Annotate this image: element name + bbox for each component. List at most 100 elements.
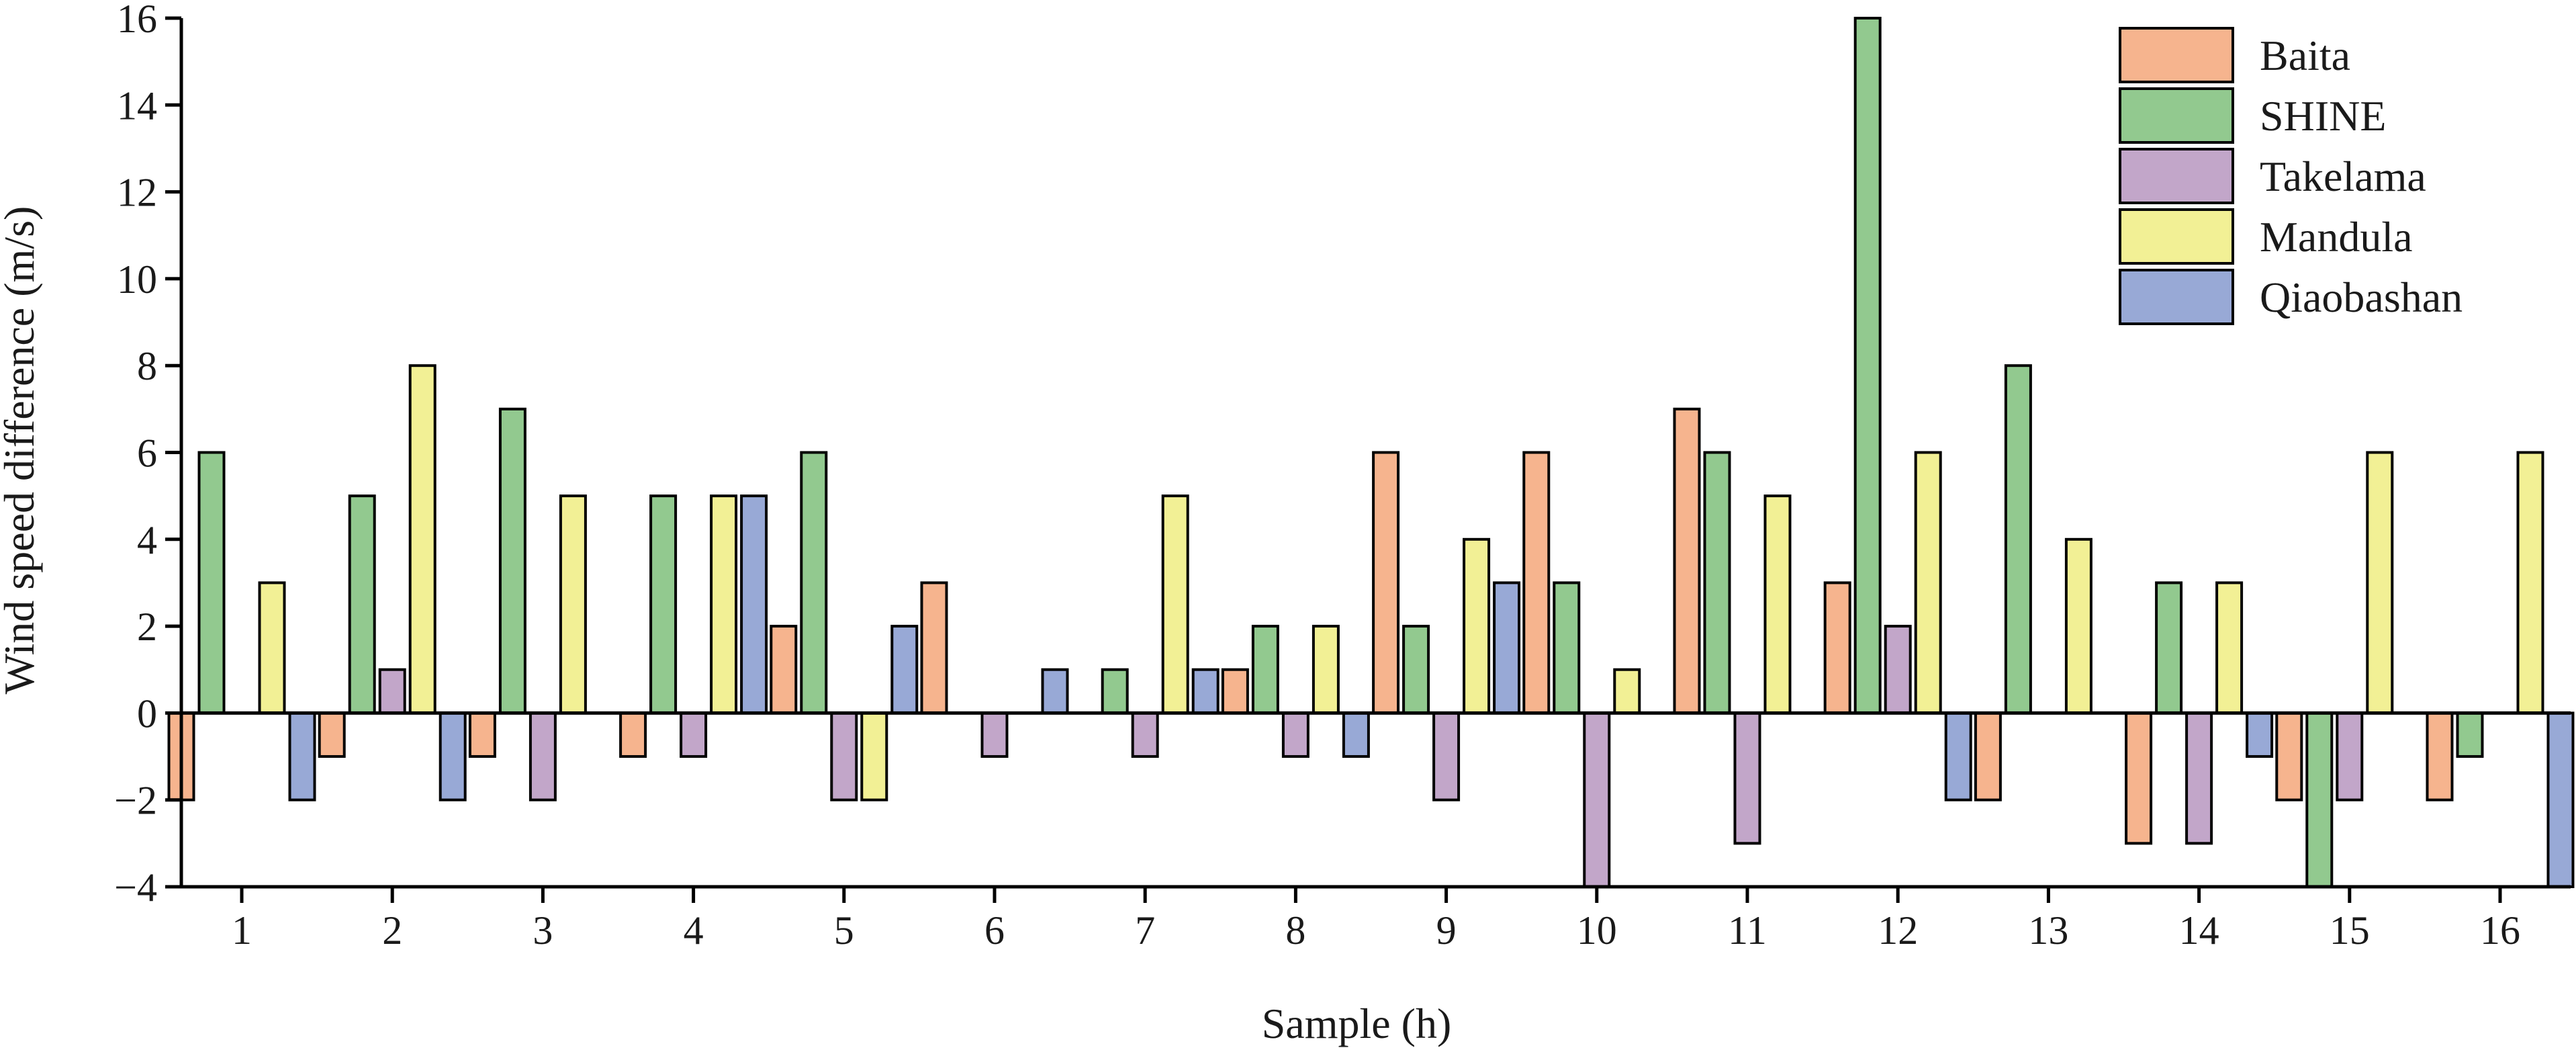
x-tick-label: 11 <box>1728 908 1767 953</box>
bar-shine-14 <box>2155 581 2183 715</box>
bar-takelama-15 <box>2336 711 2364 801</box>
bar-mandula-13 <box>2064 537 2092 715</box>
bar-shine-4 <box>649 494 678 715</box>
y-tick-label: 8 <box>137 344 157 388</box>
bar-baita-2 <box>318 711 346 758</box>
x-tick-label: 1 <box>232 908 252 953</box>
bar-qiaobashan-4 <box>740 494 768 715</box>
bar-baita-10 <box>1522 451 1551 715</box>
x-tick-label: 16 <box>2480 908 2520 953</box>
bar-takelama-6 <box>980 711 1009 758</box>
y-tick-label: 2 <box>137 605 157 649</box>
bar-baita-3 <box>468 711 496 758</box>
bar-baita-5 <box>770 625 798 715</box>
bar-shine-13 <box>2004 364 2032 715</box>
bar-qiaobashan-2 <box>439 711 467 801</box>
bar-takelama-10 <box>1583 711 1611 889</box>
x-tick-label: 6 <box>984 908 1005 953</box>
bar-qiaobashan-5 <box>890 625 919 715</box>
bar-qiaobashan-16 <box>2546 711 2575 889</box>
bar-shine-1 <box>197 451 226 715</box>
bar-baita-15 <box>2275 711 2303 801</box>
bar-mandula-5 <box>860 711 888 801</box>
bar-mandula-14 <box>2215 581 2244 715</box>
bar-mandula-10 <box>1613 668 1641 715</box>
legend-label-baita: Baita <box>2260 32 2350 79</box>
bar-takelama-5 <box>830 711 858 801</box>
legend-swatch-takelama <box>2119 148 2234 204</box>
bar-qiaobashan-9 <box>1493 581 1521 715</box>
legend-label-qiaobashan: Qiaobashan <box>2260 273 2463 321</box>
legend-label-shine: SHINE <box>2260 92 2386 140</box>
bar-shine-11 <box>1703 451 1731 715</box>
bar-baita-11 <box>1673 407 1701 715</box>
bar-baita-16 <box>2426 711 2454 801</box>
legend: Baita SHINE Takelama Mandula Qiaobashan <box>2119 27 2463 325</box>
y-tick-label: −4 <box>114 865 157 910</box>
bar-shine-3 <box>498 407 526 715</box>
bar-takelama-11 <box>1733 711 1761 845</box>
y-tick-label: 14 <box>117 83 157 128</box>
bar-takelama-12 <box>1884 625 1912 715</box>
bar-qiaobashan-8 <box>1342 711 1370 758</box>
bar-shine-16 <box>2456 711 2484 758</box>
bar-qiaobashan-6 <box>1041 668 1069 715</box>
legend-label-takelama: Takelama <box>2260 152 2426 200</box>
legend-label-mandula: Mandula <box>2260 213 2413 261</box>
bar-qiaobashan-12 <box>1944 711 1972 801</box>
bar-qiaobashan-7 <box>1191 668 1220 715</box>
bar-baita-12 <box>1823 581 1851 715</box>
legend-swatch-baita <box>2119 27 2234 83</box>
bar-takelama-4 <box>680 711 708 758</box>
bar-qiaobashan-1 <box>288 711 316 801</box>
bar-shine-2 <box>348 494 376 715</box>
x-tick-label: 13 <box>2028 908 2068 953</box>
y-tick-label: 6 <box>137 431 157 476</box>
y-tick-label: 10 <box>117 257 157 302</box>
bar-baita-13 <box>1974 711 2002 801</box>
bar-takelama-2 <box>378 668 406 715</box>
bar-mandula-7 <box>1161 494 1189 715</box>
bar-shine-10 <box>1553 581 1581 715</box>
legend-swatch-qiaobashan <box>2119 269 2234 325</box>
y-tick-label: 0 <box>137 691 157 736</box>
x-tick-label: 12 <box>1878 908 1918 953</box>
x-tick-label: 14 <box>2179 908 2219 953</box>
bar-mandula-12 <box>1914 451 1942 715</box>
bar-takelama-14 <box>2185 711 2213 845</box>
x-tick-label: 2 <box>382 908 402 953</box>
bar-mandula-15 <box>2366 451 2394 715</box>
bar-takelama-8 <box>1281 711 1309 758</box>
y-tick-label: 16 <box>117 0 157 41</box>
x-tick-label: 5 <box>834 908 854 953</box>
x-tick-label: 4 <box>684 908 704 953</box>
legend-swatch-shine <box>2119 87 2234 144</box>
bar-mandula-3 <box>559 494 587 715</box>
bar-mandula-4 <box>710 494 738 715</box>
bar-baita-8 <box>1221 668 1249 715</box>
y-tick-label: 4 <box>137 518 157 562</box>
bar-mandula-16 <box>2516 451 2544 715</box>
bar-shine-8 <box>1251 625 1279 715</box>
bar-baita-4 <box>619 711 647 758</box>
bar-mandula-8 <box>1312 625 1340 715</box>
bar-shine-9 <box>1402 625 1430 715</box>
y-axis-title: Wind speed difference (m/s) <box>0 206 43 695</box>
bar-takelama-9 <box>1432 711 1461 801</box>
y-ticks: −4 −2 0 2 4 6 8 10 12 14 16 <box>114 0 181 910</box>
y-tick-label: 12 <box>117 171 157 215</box>
x-tick-label: 10 <box>1577 908 1617 953</box>
bar-mandula-1 <box>258 581 286 715</box>
bar-shine-7 <box>1101 668 1129 715</box>
bar-mandula-11 <box>1763 494 1792 715</box>
bar-takelama-3 <box>528 711 557 801</box>
bar-shine-15 <box>2305 711 2334 889</box>
bars-layer <box>167 17 2575 889</box>
bar-shine-5 <box>800 451 828 715</box>
bar-mandula-2 <box>408 364 436 715</box>
bar-mandula-9 <box>1463 537 1491 715</box>
x-tick-label: 8 <box>1285 908 1305 953</box>
bar-baita-6 <box>920 581 948 715</box>
x-axis-title: Sample (h) <box>1262 1000 1452 1047</box>
